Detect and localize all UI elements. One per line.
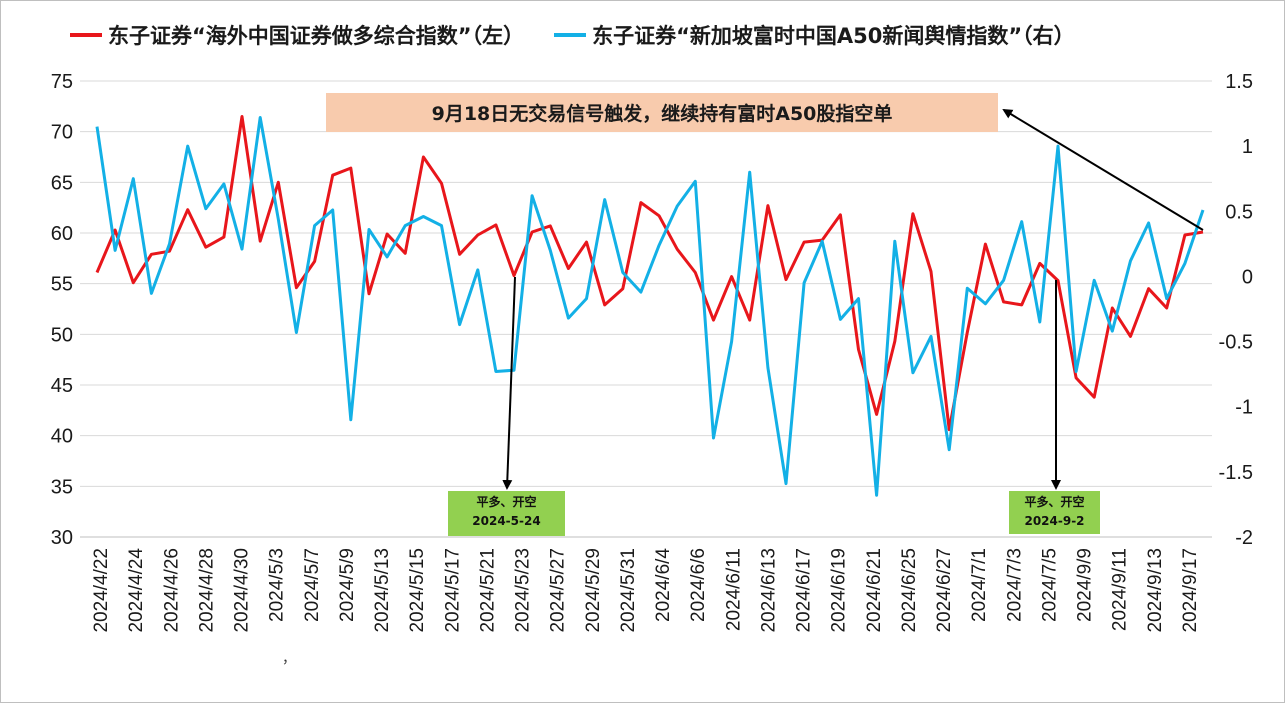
x-tick-label: 2024/5/17 [442,548,463,633]
x-tick-label: 2024/9/17 [1180,548,1201,633]
x-tick-label: 2024/5/13 [372,548,393,633]
legend-item-left: 东子证券“海外中国证券做多综合指数”（左） [70,20,524,50]
y-left-tick-label: 50 [51,324,73,346]
series-line-right [95,116,1205,497]
x-tick-label: 2024/6/21 [864,548,885,633]
x-tick-label: 2024/6/13 [758,548,779,633]
legend-swatch-right [554,33,587,37]
annotation-2-line2: 2024-9-2 [1024,514,1085,528]
x-tick-label: 2024/7/3 [1004,548,1025,622]
y-left-tick-label: 40 [51,426,73,448]
x-tick-label: 2024/5/9 [337,548,358,622]
y-left-tick-label: 60 [51,223,73,245]
y-right-tick-label: 1 [1242,136,1253,158]
x-tick-label: 2024/6/27 [934,548,955,633]
y-left-tick-label: 35 [51,476,73,498]
x-tick-label: 2024/4/22 [91,548,112,633]
y-right-tick-label: -1 [1235,397,1253,419]
x-tick-label: 2024/5/27 [548,548,569,633]
annotation-2-line1: 平多、开空 [1024,495,1085,509]
annotation-box-2: 平多、开空 2024-9-2 [1009,491,1100,534]
x-tick-label: 2024/6/19 [829,548,850,633]
y-right-tick-label: 0.5 [1225,201,1253,223]
annotation-box-1: 平多、开空 2024-5-24 [448,491,565,536]
x-tick-label: 2024/5/3 [267,548,288,622]
x-tick-label: 2024/6/11 [723,548,744,631]
x-tick-label: 2024/5/29 [583,548,604,633]
legend-label-left: 东子证券“海外中国证券做多综合指数”（左） [108,24,525,48]
annotation-1-line1: 平多、开空 [476,495,537,509]
x-tick-label: 2024/5/7 [302,548,323,622]
y-left-tick-label: 55 [51,274,73,296]
y-left-tick-label: 30 [51,527,73,549]
x-tick-label: 2024/4/28 [196,548,217,633]
y-right-tick-label: 0 [1242,266,1253,288]
x-tick-label: 2024/5/31 [618,548,639,633]
y-left-tick-label: 75 [51,71,73,93]
y-left-tick-label: 70 [51,122,73,144]
x-tick-label: 2024/5/15 [407,548,428,633]
y-right-tick-label: -1.5 [1219,462,1253,484]
x-tick-label: 2024/7/5 [1039,548,1060,622]
x-tick-label: 2024/6/4 [653,548,674,622]
legend: 东子证券“海外中国证券做多综合指数”（左） 东子证券“新加坡富时中国A50新闻舆… [70,20,1105,50]
stray-mark: ， [282,651,296,667]
y-left-tick-label: 45 [51,375,73,397]
x-tick-label: 2024/9/13 [1145,548,1166,633]
x-tick-label: 2024/4/30 [232,548,253,633]
series-line-left [95,115,1204,432]
arrow-callout [1002,108,1204,231]
x-tick-label: 2024/6/25 [899,548,920,633]
y-right-tick-label: 1.5 [1225,71,1253,93]
x-tick-label: 2024/7/1 [969,548,990,622]
callout-signal-note: 9月18日无交易信号触发，继续持有富时A50股指空单 [326,93,998,132]
y-left-tick-label: 65 [51,172,73,194]
x-tick-label: 2024/5/21 [477,548,498,633]
x-tick-label: 2024/4/26 [161,548,182,633]
x-tick-label: 2024/9/9 [1075,548,1096,622]
y-right-tick-label: -2 [1235,527,1253,549]
x-tick-label: 2024/9/11 [1110,548,1131,631]
legend-swatch-left [70,33,102,37]
x-tick-label: 2024/6/6 [688,548,709,622]
x-tick-label: 2024/5/23 [513,548,534,633]
legend-label-right: 东子证券“新加坡富时中国A50新闻舆情指数”（右） [592,24,1075,48]
x-tick-label: 2024/4/24 [126,548,147,633]
annotation-1-line2: 2024-5-24 [472,514,541,528]
legend-item-right: 东子证券“新加坡富时中国A50新闻舆情指数”（右） [554,20,1075,50]
x-tick-label: 2024/6/17 [794,548,815,633]
y-right-tick-label: -0.5 [1219,332,1253,354]
arrow-signal-1 [502,276,516,490]
